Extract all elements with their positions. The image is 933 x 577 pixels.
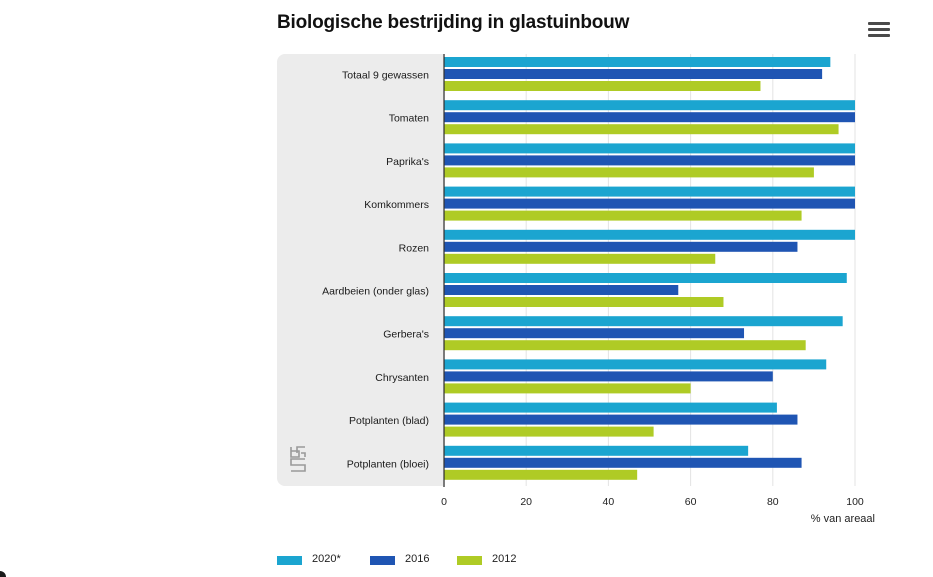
legend-label-2012: 2012 [492,552,517,565]
legend-swatch-2012 [457,556,482,565]
bar-2016-3 [444,198,855,209]
bar-2016-4 [444,241,798,252]
bar-2012-5 [444,297,724,307]
bar-2016-2 [444,155,855,166]
bar-2016-1 [444,112,855,123]
menu-line [868,34,890,37]
x-tick-label: 60 [685,496,697,508]
bar-2012-3 [444,210,802,221]
window-corner [0,571,6,577]
legend-swatch-2016 [370,556,395,565]
bar-2016-0 [444,69,823,79]
category-label: Aardbeien (onder glas) [322,286,429,298]
bar-2012-8 [444,426,654,437]
menu-line [868,28,890,31]
x-tick-label: 100 [846,496,864,508]
legend-item-2012[interactable]: 2012 [457,552,516,565]
x-tick-label: 40 [603,496,615,508]
bar-2020-3 [444,186,855,197]
bar-2016-8 [444,414,798,425]
category-label: Komkommers [364,199,429,211]
category-label: Potplanten (bloei) [347,458,429,470]
legend-label-2016: 2016 [405,552,430,565]
bar-2012-6 [444,340,806,351]
bar-2020-2 [444,143,855,154]
bar-2012-2 [444,167,814,178]
bar-2020-8 [444,402,777,413]
category-label: Tomaten [389,113,429,125]
category-label: Potplanten (blad) [349,415,429,427]
bar-2012-4 [444,253,716,264]
menu-line [868,22,890,25]
bar-2012-1 [444,124,839,135]
bar-2020-1 [444,100,855,111]
bar-2020-0 [444,57,831,67]
bar-2016-9 [444,457,802,468]
bar-2012-9 [444,469,638,480]
category-label: Totaal 9 gewassen [342,70,429,82]
hamburger-menu-icon[interactable] [868,22,890,40]
category-label: Gerbera's [383,329,429,341]
x-tick-label: 80 [767,496,779,508]
bar-2020-5 [444,273,847,283]
x-axis-title: % van areaal [810,513,875,525]
category-panel [277,54,443,486]
legend-item-2020[interactable]: 2020* [277,552,341,565]
legend-label-2020: 2020* [312,552,341,565]
category-label: Chrysanten [375,372,429,384]
category-label: Rozen [399,242,430,254]
bar-2020-7 [444,359,827,370]
bar-2020-9 [444,445,749,456]
bar-2020-4 [444,229,855,240]
cbs-logo-icon [290,446,306,472]
bar-2012-0 [444,81,761,91]
bar-2016-7 [444,371,773,382]
chart-title: Biologische bestrijding in glastuinbouw [277,12,630,33]
bar-2016-5 [444,285,679,295]
legend-item-2016[interactable]: 2016 [370,552,429,565]
bar-2016-6 [444,328,745,339]
x-tick-label: 20 [520,496,532,508]
category-label: Paprika's [386,156,429,168]
legend-swatch-2020 [277,556,302,565]
bar-2012-7 [444,383,691,394]
x-tick-label: 0 [441,496,447,508]
bar-2020-6 [444,316,843,327]
